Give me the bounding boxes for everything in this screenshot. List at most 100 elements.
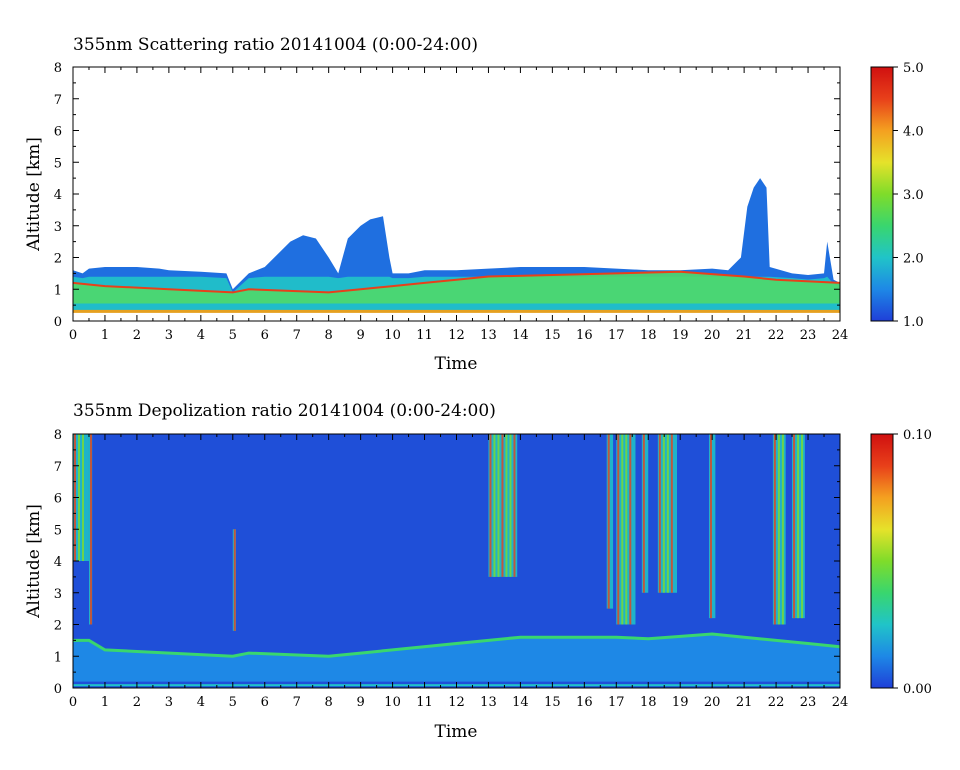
high-scattering-edge	[73, 270, 840, 294]
x-tick-label: 22	[768, 695, 785, 710]
scattering-colorbar	[870, 66, 894, 322]
x-tick-label: 4	[197, 328, 205, 343]
depolarization-streak	[642, 434, 645, 593]
colorbar-tick-label: 5.0	[903, 61, 924, 76]
x-tick-label: 3	[165, 695, 173, 710]
depolarization-streak	[82, 434, 84, 561]
y-tick-label: 5	[54, 523, 62, 538]
x-tick-label: 24	[832, 695, 849, 710]
depolarization-streak	[497, 434, 500, 577]
y-tick-label: 3	[54, 587, 62, 602]
depolarization-streak	[709, 434, 712, 619]
depolarization-x-axis: 0 1 2 3 4 5 6 7 8 9 10 11 12 13 14 15 16 17 18 19 20 21 22 23 24	[69, 434, 848, 710]
x-tick-label: 9	[356, 695, 364, 710]
x-tick-label: 7	[293, 695, 301, 710]
x-tick-label: 5	[229, 695, 237, 710]
depolarization-streak	[670, 434, 673, 593]
depolarization-streak	[773, 434, 776, 625]
x-tick-label: 17	[608, 328, 625, 343]
scattering-heatmap	[73, 178, 840, 313]
depolarization-y-label: Altitude [km]	[24, 504, 44, 619]
depolarization-colorbar	[870, 433, 894, 689]
x-tick-label: 16	[576, 695, 593, 710]
y-tick-label: 0	[54, 682, 62, 697]
x-tick-label: 18	[640, 328, 657, 343]
x-tick-label: 23	[800, 328, 817, 343]
x-tick-label: 3	[165, 328, 173, 343]
depolarization-streak	[658, 434, 661, 593]
scattering-title: 355nm Scattering ratio 20141004 (0:00-24…	[73, 35, 478, 55]
x-tick-label: 2	[133, 695, 141, 710]
y-tick-label: 0	[54, 315, 62, 330]
depolarization-colorbar-ticks: 0.00 0.10	[893, 428, 932, 697]
x-tick-label: 8	[325, 695, 333, 710]
y-tick-label: 6	[54, 492, 62, 507]
scattering-x-axis: 0 1 2 3 4 5 6 7 8 9 10 11 12 13 14 15 16 17 18 19 20 21 22 23 24	[69, 67, 848, 343]
x-tick-label: 9	[356, 328, 364, 343]
x-tick-label: 10	[384, 695, 401, 710]
depolarization-streak	[501, 434, 504, 577]
scattering-x-label: Time	[435, 354, 478, 374]
x-tick-label: 12	[448, 695, 465, 710]
ground-return	[73, 309, 840, 313]
y-tick-label: 1	[54, 283, 62, 298]
x-tick-label: 14	[512, 695, 529, 710]
x-tick-label: 1	[101, 695, 109, 710]
x-tick-label: 19	[672, 328, 689, 343]
x-tick-label: 19	[672, 695, 689, 710]
colorbar-tick-label: 4.0	[903, 125, 924, 140]
x-tick-label: 13	[480, 328, 497, 343]
y-tick-label: 4	[54, 555, 62, 570]
boundary-layer-top	[73, 632, 840, 658]
depolarization-streak	[793, 434, 796, 619]
scattering-y-axis: 0 1 2 3 4 5 6 7 8	[54, 61, 840, 330]
x-tick-label: 16	[576, 328, 593, 343]
colorbar-tick-label: 1.0	[903, 315, 924, 330]
x-tick-label: 0	[69, 695, 77, 710]
depolarization-streak	[781, 434, 784, 625]
scattering-y-label: Altitude [km]	[24, 137, 44, 252]
depolarization-streak	[629, 434, 632, 625]
depolarization-streak	[617, 434, 620, 625]
x-tick-label: 0	[69, 328, 77, 343]
depolarization-heatmap	[73, 434, 840, 687]
y-tick-label: 2	[54, 252, 62, 267]
depolarization-column	[606, 434, 614, 609]
colorbar-tick-label: 0.00	[903, 682, 932, 697]
y-tick-label: 6	[54, 125, 62, 140]
x-tick-label: 14	[512, 328, 529, 343]
x-tick-label: 10	[384, 328, 401, 343]
y-tick-label: 8	[54, 428, 62, 443]
x-tick-label: 11	[416, 695, 433, 710]
depolarization-column	[708, 434, 716, 619]
depolarization-title: 355nm Depolization ratio 20141004 (0:00-…	[73, 401, 496, 421]
x-tick-label: 20	[704, 328, 721, 343]
x-tick-label: 2	[133, 328, 141, 343]
x-tick-label: 23	[800, 695, 817, 710]
scattering-ratio-panel: 355nm Scattering ratio 20141004 (0:00-24…	[24, 35, 924, 374]
y-tick-label: 7	[54, 93, 62, 108]
depolarization-streak	[493, 434, 496, 577]
depolarization-streak	[89, 434, 92, 625]
boundary-layer	[73, 634, 840, 682]
y-tick-label: 4	[54, 188, 62, 203]
scattering-colorbar-ticks: 1.0 2.0 3.0 4.0 5.0	[893, 61, 924, 330]
depolarization-streak	[625, 434, 628, 625]
depolarization-streak	[797, 434, 800, 619]
colorbar-tick-label: 2.0	[903, 252, 924, 267]
x-tick-label: 20	[704, 695, 721, 710]
x-tick-label: 21	[736, 695, 753, 710]
depolarization-y-axis: 0 1 2 3 4 5 6 7 8	[54, 428, 840, 697]
x-tick-label: 11	[416, 328, 433, 343]
x-tick-label: 6	[261, 695, 269, 710]
depolarization-streak	[777, 434, 780, 625]
x-tick-label: 17	[608, 695, 625, 710]
colorbar-tick-label: 3.0	[903, 188, 924, 203]
depolarization-column	[641, 434, 649, 593]
x-tick-label: 8	[325, 328, 333, 343]
depolarization-streak	[621, 434, 624, 625]
depolarization-streak	[489, 434, 492, 577]
y-tick-label: 7	[54, 460, 62, 475]
x-tick-label: 15	[544, 695, 561, 710]
